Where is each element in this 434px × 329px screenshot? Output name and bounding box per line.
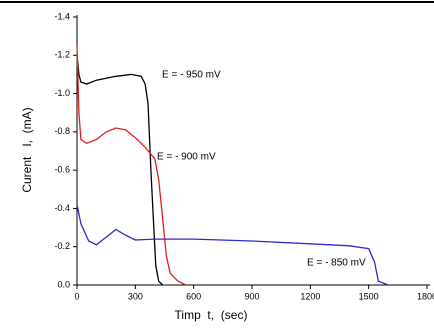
x-tick-label: 1200 — [300, 291, 320, 301]
x-tick-label: 300 — [128, 291, 143, 301]
y-tick-label: -0.4 — [54, 203, 70, 213]
x-tick-label: 600 — [186, 291, 201, 301]
y-tick-label: -1.4 — [54, 11, 70, 21]
y-axis-title: Curent I, (mA) — [20, 107, 34, 192]
y-tick-label: -1.2 — [54, 50, 70, 60]
y-tick-label: -0.8 — [54, 126, 70, 136]
y-tick-label: 0.0 — [57, 279, 70, 289]
series-label: E = - 900 mV — [157, 152, 216, 163]
y-tick-label: -0.6 — [54, 165, 70, 175]
x-axis-title: Timp t, (sec) — [175, 308, 248, 322]
y-tick-label: -0.2 — [54, 241, 70, 251]
y-tick-label: -1.0 — [54, 88, 70, 98]
series-label: E = - 850 mV — [307, 258, 366, 269]
x-tick-label: 900 — [244, 291, 259, 301]
x-tick-label: 1500 — [359, 291, 379, 301]
series-line — [76, 55, 164, 286]
series-label: E = - 950 mV — [162, 70, 221, 81]
x-tick-label: 0 — [74, 291, 79, 301]
series-line — [76, 204, 389, 286]
series-line — [76, 45, 187, 286]
x-tick-label: 1800 — [417, 291, 434, 301]
